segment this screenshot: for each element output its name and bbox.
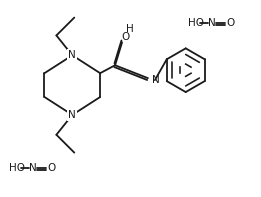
Text: N: N — [68, 50, 76, 60]
Text: N: N — [208, 18, 215, 28]
Text: O: O — [226, 18, 235, 28]
Text: O: O — [121, 33, 129, 42]
Text: O: O — [47, 163, 56, 173]
Text: H: H — [126, 24, 134, 34]
Text: HO: HO — [9, 163, 25, 173]
Text: N: N — [152, 75, 160, 85]
Text: HO: HO — [188, 18, 204, 28]
Text: N: N — [29, 163, 36, 173]
Text: N: N — [68, 110, 76, 120]
